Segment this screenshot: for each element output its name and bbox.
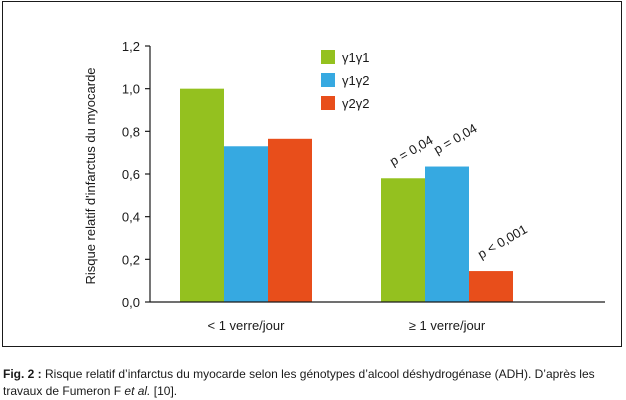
bar-1-1 (180, 88, 224, 303)
bar-2-2 (425, 166, 469, 302)
legend-label: γ1γ1 (342, 50, 369, 65)
y-tick-label: 0,8 (122, 124, 140, 139)
y-tick-label: 1,2 (122, 39, 140, 54)
bar-chart: 0,0 0,2 0,4 0,6 0,8 1,0 1,2 Risque relatif d'in… (83, 39, 605, 333)
y-tick-label: 0,6 (122, 167, 140, 182)
p-value-annotation: p = 0,04 (387, 132, 436, 169)
y-tick-label: 1,0 (122, 82, 140, 97)
legend-swatch (321, 73, 335, 87)
caption-ref: [10]. (153, 384, 178, 398)
caption-label: Fig. 2 : (3, 367, 42, 381)
y-axis-title: Risque relatif d'infarctus du myocarde (83, 67, 98, 284)
figure-frame: 0,0 0,2 0,4 0,6 0,8 1,0 1,2 Risque relatif d'in… (2, 1, 622, 347)
x-category-label: < 1 verre/jour (208, 318, 286, 333)
legend-label: γ2γ2 (342, 96, 369, 111)
bar-2-1 (381, 178, 425, 302)
p-value-annotation: p < 0,001 (475, 221, 530, 261)
legend-swatch (321, 96, 335, 110)
figure-caption: Fig. 2 : Risque relatif d’infarctus du m… (3, 366, 623, 400)
y-tick-label: 0,2 (122, 252, 140, 267)
p-value-annotation: p = 0,04 (431, 120, 480, 157)
bar-2-3 (469, 271, 513, 302)
legend-swatch (321, 50, 335, 64)
caption-text: Risque relatif d’infarctus du myocarde s… (3, 367, 595, 398)
caption-etal: et al. (124, 384, 151, 398)
x-category-label: ≥ 1 verre/jour (409, 318, 486, 333)
legend-label: γ1γ2 (342, 73, 369, 88)
y-tick-label: 0,0 (122, 295, 140, 310)
bar-1-3 (268, 138, 312, 302)
bar-1-2 (224, 146, 268, 302)
y-tick-label: 0,4 (122, 210, 140, 225)
